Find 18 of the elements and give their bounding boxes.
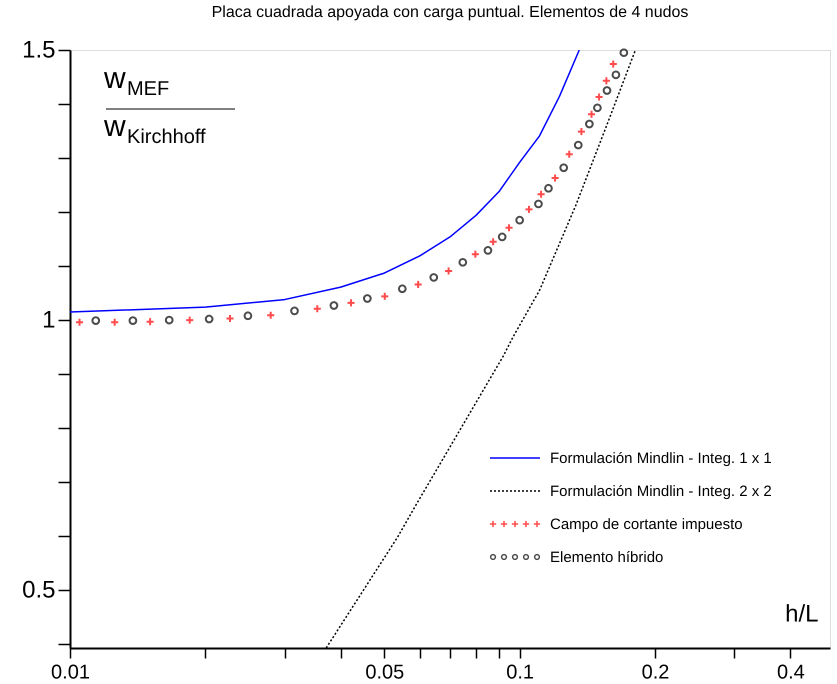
legend-label: Campo de cortante impuesto — [550, 516, 743, 533]
x-tick-label: 0.01 — [51, 662, 90, 684]
y-tick-label: 1 — [42, 306, 56, 334]
legend-label: Formulación Mindlin - Integ. 2 x 2 — [550, 483, 772, 500]
x-axis-title: h/L — [785, 600, 818, 628]
x-tick-label: 0.05 — [365, 662, 404, 684]
chart-title: Placa cuadrada apoyada con carga puntual. Elementos de 4 nudos — [212, 4, 688, 21]
annotation: w — [103, 110, 126, 143]
legend-label: Elemento híbrido — [550, 549, 664, 566]
annotation: MEF — [127, 78, 170, 100]
x-tick-label: 0.2 — [642, 662, 670, 684]
annotation: w — [103, 62, 126, 95]
x-tick-label: 0.4 — [776, 662, 805, 684]
y-tick-label: 1.5 — [22, 36, 56, 64]
x-tick-label: 0.1 — [506, 662, 534, 684]
y-tick-label: 0.5 — [22, 576, 56, 604]
legend-label: Formulación Mindlin - Integ. 1 x 1 — [550, 450, 772, 467]
annotation: Kirchhoff — [127, 126, 206, 148]
